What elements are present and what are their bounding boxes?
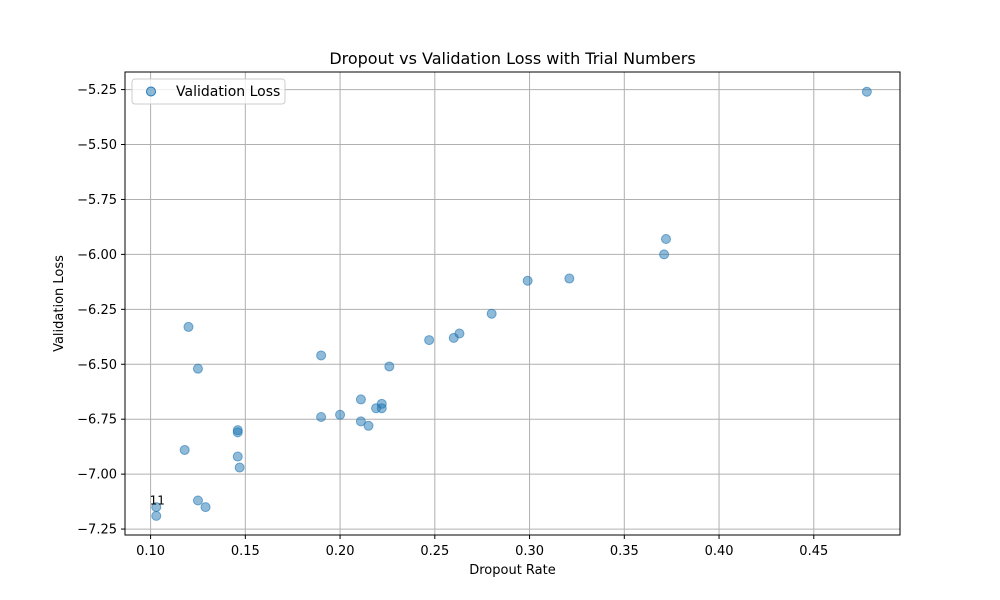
y-tick-label: −5.25 [77, 83, 117, 98]
legend-marker [146, 86, 156, 97]
data-point [192, 363, 203, 374]
data-point [384, 361, 395, 372]
data-point [234, 462, 245, 473]
data-point [232, 451, 243, 462]
y-tick-label: −6.50 [77, 358, 117, 373]
y-axis-label: Validation Loss [52, 255, 67, 352]
data-point [659, 249, 670, 260]
x-tick-label: 0.10 [136, 544, 165, 559]
chart-title: Dropout vs Validation Loss with Trial Nu… [329, 49, 695, 68]
plot-frame [124, 71, 901, 536]
data-point [183, 321, 194, 332]
data-point [861, 86, 872, 97]
data-point [660, 234, 671, 245]
y-tick-label: −5.75 [77, 193, 117, 208]
y-tick-label: −7.00 [77, 468, 117, 483]
y-axis-ticks: −5.25 −5.50 −5.75 −6.00 −6.25 −6.50 −6.75 −7.00… [77, 83, 125, 538]
annotations: 11 [150, 494, 165, 508]
legend-label: Validation Loss [176, 84, 280, 100]
data-point [192, 495, 203, 506]
x-tick-label: 0.45 [799, 544, 828, 559]
data-point [232, 427, 243, 438]
x-tick-label: 0.15 [231, 544, 260, 559]
y-tick-label: −6.25 [77, 303, 117, 318]
legend-box [131, 78, 286, 105]
y-tick-label: −5.50 [77, 138, 117, 153]
legend: Validation Loss [131, 78, 286, 105]
data-point [316, 411, 327, 422]
x-tick-label: 0.30 [515, 544, 544, 559]
data-point [179, 444, 190, 455]
data-point [486, 308, 497, 319]
data-point [448, 332, 459, 343]
data-point [564, 273, 575, 284]
data-point [200, 502, 211, 513]
x-axis-ticks: 0.10 0.15 0.20 0.25 0.30 0.35 0.40 0.45 [136, 535, 828, 559]
x-tick-label: 0.25 [420, 544, 449, 559]
y-tick-label: −6.75 [77, 413, 117, 428]
data-point [424, 335, 435, 346]
y-tick-label: −7.25 [77, 523, 117, 538]
data-point [335, 409, 346, 420]
data-point [316, 350, 327, 361]
data-point [363, 420, 374, 431]
data-point [355, 416, 366, 427]
x-tick-label: 0.40 [705, 544, 734, 559]
x-tick-label: 0.20 [326, 544, 355, 559]
x-axis-label: Dropout Rate [469, 563, 556, 578]
y-tick-label: −6.00 [77, 248, 117, 263]
data-point [371, 403, 382, 414]
x-tick-label: 0.35 [610, 544, 639, 559]
data-point [355, 394, 366, 405]
data-point [522, 275, 533, 286]
data-points [151, 86, 872, 521]
trial-number-annotation: 11 [150, 494, 165, 508]
data-point [151, 510, 162, 521]
